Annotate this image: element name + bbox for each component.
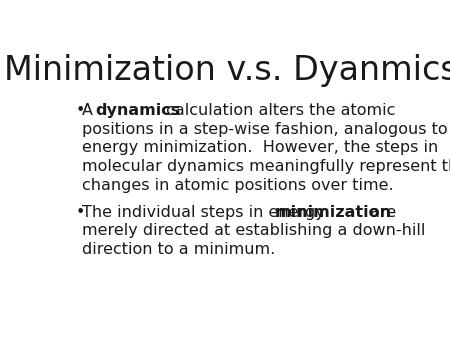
Text: Minimization v.s. Dyanmics: Minimization v.s. Dyanmics: [4, 54, 450, 87]
Text: merely directed at establishing a down-hill: merely directed at establishing a down-h…: [82, 223, 426, 238]
Text: •: •: [76, 204, 85, 219]
Text: •: •: [76, 103, 85, 118]
Text: A: A: [82, 103, 99, 118]
Text: dynamics: dynamics: [95, 103, 180, 118]
Text: The individual steps in energy: The individual steps in energy: [82, 204, 330, 219]
Text: minimization: minimization: [274, 204, 392, 219]
Text: are: are: [365, 204, 396, 219]
Text: calculation alters the atomic: calculation alters the atomic: [161, 103, 396, 118]
Text: changes in atomic positions over time.: changes in atomic positions over time.: [82, 178, 394, 193]
Text: energy minimization.  However, the steps in: energy minimization. However, the steps …: [82, 141, 439, 155]
Text: molecular dynamics meaningfully represent the: molecular dynamics meaningfully represen…: [82, 159, 450, 174]
Text: direction to a minimum.: direction to a minimum.: [82, 242, 276, 257]
Text: positions in a step-wise fashion, analogous to: positions in a step-wise fashion, analog…: [82, 122, 448, 137]
